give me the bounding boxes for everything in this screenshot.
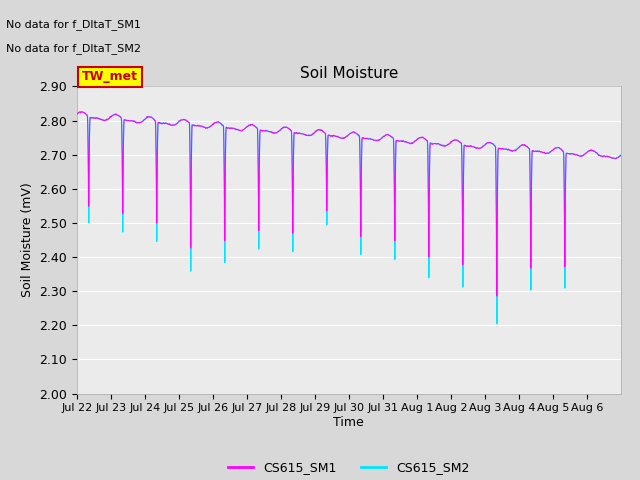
Text: No data for f_DltaT_SM1: No data for f_DltaT_SM1 — [6, 19, 141, 30]
Text: TW_met: TW_met — [82, 71, 138, 84]
X-axis label: Time: Time — [333, 416, 364, 429]
Y-axis label: Soil Moisture (mV): Soil Moisture (mV) — [20, 182, 34, 298]
Title: Soil Moisture: Soil Moisture — [300, 66, 398, 81]
Legend: CS615_SM1, CS615_SM2: CS615_SM1, CS615_SM2 — [223, 456, 475, 480]
Text: No data for f_DltaT_SM2: No data for f_DltaT_SM2 — [6, 43, 141, 54]
